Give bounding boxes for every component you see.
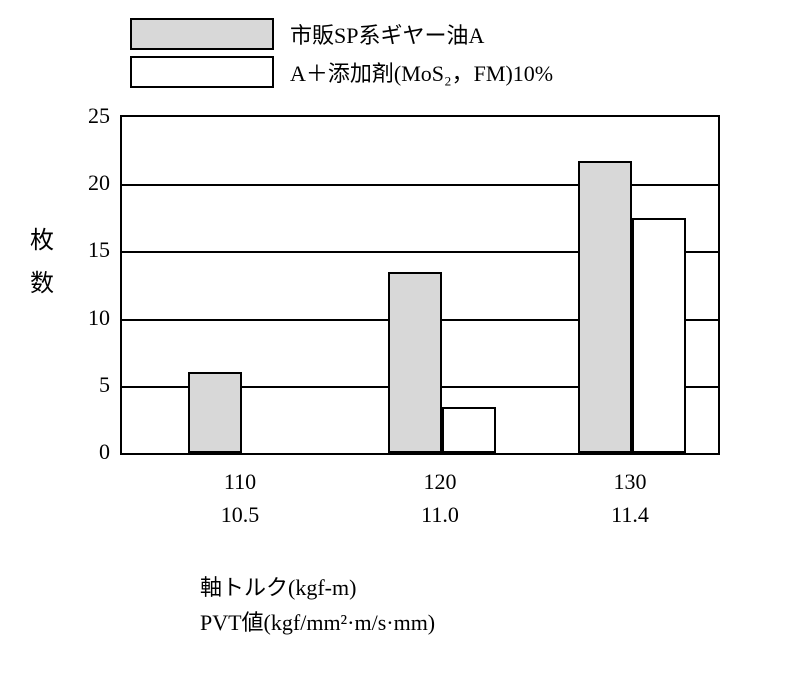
- chart-container: 市販SP系ギヤー油A A＋添加剤(MoS₂，FM)10% 枚 数 0 5 10 15 2…: [0, 0, 798, 675]
- legend-item: A＋添加剤(MoS₂，FM)10%: [130, 56, 553, 88]
- bar: [578, 161, 632, 453]
- y-tick-label: 20: [60, 170, 110, 196]
- x-tick-label: 11010.5: [200, 465, 280, 531]
- y-tick-label: 25: [60, 103, 110, 129]
- x-axis-label: 軸トルク(kgf-m) PVT値(kgf/mm²·m/s·mm): [200, 570, 435, 640]
- legend-swatch-a: [130, 18, 274, 50]
- y-axis-label-line1: 枚: [30, 220, 54, 263]
- legend-swatch-b: [130, 56, 274, 88]
- y-tick-label: 5: [60, 372, 110, 398]
- bar: [388, 272, 442, 453]
- y-tick-label: 0: [60, 439, 110, 465]
- x-tick-label: 12011.0: [400, 465, 480, 531]
- legend-label-a: 市販SP系ギヤー油A: [290, 18, 484, 50]
- y-tick-label: 15: [60, 237, 110, 263]
- x-axis-label-line2: PVT値(kgf/mm²·m/s·mm): [200, 605, 435, 640]
- y-tick-label: 10: [60, 305, 110, 331]
- legend-item: 市販SP系ギヤー油A: [130, 18, 553, 50]
- bar: [442, 407, 496, 453]
- x-axis-label-line1: 軸トルク(kgf-m): [200, 570, 435, 605]
- bar: [188, 372, 242, 453]
- bar: [632, 218, 686, 453]
- y-axis-label-line2: 数: [30, 263, 54, 306]
- legend: 市販SP系ギヤー油A A＋添加剤(MoS₂，FM)10%: [130, 18, 553, 94]
- legend-label-b: A＋添加剤(MoS₂，FM)10%: [290, 56, 553, 88]
- y-axis-label: 枚 数: [30, 220, 54, 306]
- x-tick-label: 13011.4: [590, 465, 670, 531]
- plot-area: [120, 115, 720, 455]
